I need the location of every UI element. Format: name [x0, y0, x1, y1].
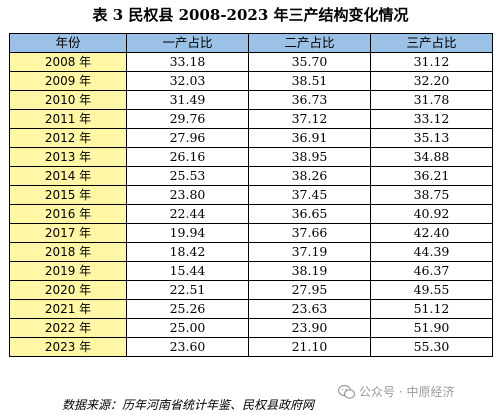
table-row: 2018 年 18.42 37.19 44.39 — [9, 242, 493, 262]
row-primary-share: 25.26 — [126, 299, 249, 319]
row-secondary-share: 36.65 — [248, 204, 371, 224]
table-row: 2020 年 22.51 27.95 49.55 — [9, 280, 493, 300]
row-year-cell: 2020 年 — [9, 280, 127, 300]
header-cell-secondary: 二产占比 — [248, 33, 371, 53]
row-secondary-share: 37.19 — [248, 242, 371, 262]
table-row: 2009 年 32.03 38.51 32.20 — [9, 71, 493, 91]
header-cell-year: 年份 — [9, 33, 127, 53]
row-tertiary-share: 35.13 — [370, 128, 493, 148]
row-tertiary-share: 42.40 — [370, 223, 493, 243]
row-tertiary-share: 44.39 — [370, 242, 493, 262]
row-primary-share: 31.49 — [126, 90, 249, 110]
row-secondary-share: 23.63 — [248, 299, 371, 319]
table-row: 2010 年 31.49 36.73 31.78 — [9, 90, 493, 110]
row-primary-share: 33.18 — [126, 52, 249, 72]
row-primary-share: 18.42 — [126, 242, 249, 262]
row-primary-share: 23.60 — [126, 337, 249, 357]
row-year-cell: 2018 年 — [9, 242, 127, 262]
row-tertiary-share: 40.92 — [370, 204, 493, 224]
row-year-cell: 2008 年 — [9, 52, 127, 72]
row-primary-share: 23.80 — [126, 185, 249, 205]
table-header-row: 年份 一产占比 二产占比 三产占比 — [9, 33, 493, 53]
row-tertiary-share: 38.75 — [370, 185, 493, 205]
table-row: 2023 年 23.60 21.10 55.30 — [9, 337, 493, 357]
row-secondary-share: 37.66 — [248, 223, 371, 243]
table-title: 表 3 民权县 2008-2023 年三产结构变化情况 — [92, 6, 409, 24]
row-tertiary-share: 49.55 — [370, 280, 493, 300]
watermark: 公众号 · 中原经济 — [338, 383, 454, 400]
row-year-cell: 2023 年 — [9, 337, 127, 357]
row-secondary-share: 23.90 — [248, 318, 371, 338]
row-year-cell: 2013 年 — [9, 147, 127, 167]
table-row: 2017 年 19.94 37.66 42.40 — [9, 223, 493, 243]
row-tertiary-share: 31.78 — [370, 90, 493, 110]
table-row: 2016 年 22.44 36.65 40.92 — [9, 204, 493, 224]
row-primary-share: 22.44 — [126, 204, 249, 224]
row-secondary-share: 37.45 — [248, 185, 371, 205]
watermark-text: 公众号 · 中原经济 — [359, 385, 455, 399]
row-primary-share: 15.44 — [126, 261, 249, 281]
table-row: 2014 年 25.53 38.26 36.21 — [9, 166, 493, 186]
row-primary-share: 26.16 — [126, 147, 249, 167]
row-secondary-share: 38.51 — [248, 71, 371, 91]
wechat-icon — [338, 384, 355, 399]
row-tertiary-share: 33.12 — [370, 109, 493, 129]
row-tertiary-share: 46.37 — [370, 261, 493, 281]
table-row: 2015 年 23.80 37.45 38.75 — [9, 185, 493, 205]
row-tertiary-share: 55.30 — [370, 337, 493, 357]
row-primary-share: 19.94 — [126, 223, 249, 243]
row-year-cell: 2022 年 — [9, 318, 127, 338]
row-secondary-share: 38.19 — [248, 261, 371, 281]
data-table: 年份 一产占比 二产占比 三产占比 2008 年 33.18 35.70 31.12 2… — [9, 33, 493, 357]
row-secondary-share: 35.70 — [248, 52, 371, 72]
row-secondary-share: 36.91 — [248, 128, 371, 148]
row-tertiary-share: 32.20 — [370, 71, 493, 91]
row-tertiary-share: 36.21 — [370, 166, 493, 186]
header-cell-primary: 一产占比 — [126, 33, 249, 53]
row-tertiary-share: 51.12 — [370, 299, 493, 319]
row-secondary-share: 38.26 — [248, 166, 371, 186]
row-year-cell: 2016 年 — [9, 204, 127, 224]
row-year-cell: 2014 年 — [9, 166, 127, 186]
row-primary-share: 27.96 — [126, 128, 249, 148]
row-year-cell: 2015 年 — [9, 185, 127, 205]
row-year-cell: 2009 年 — [9, 71, 127, 91]
row-primary-share: 32.03 — [126, 71, 249, 91]
table-row: 2021 年 25.26 23.63 51.12 — [9, 299, 493, 319]
row-year-cell: 2017 年 — [9, 223, 127, 243]
row-tertiary-share: 34.88 — [370, 147, 493, 167]
row-primary-share: 25.00 — [126, 318, 249, 338]
row-year-cell: 2021 年 — [9, 299, 127, 319]
table-row: 2013 年 26.16 38.95 34.88 — [9, 147, 493, 167]
header-cell-tertiary: 三产占比 — [370, 33, 493, 53]
row-year-cell: 2011 年 — [9, 109, 127, 129]
row-year-cell: 2012 年 — [9, 128, 127, 148]
row-secondary-share: 27.95 — [248, 280, 371, 300]
row-secondary-share: 37.12 — [248, 109, 371, 129]
table-row: 2008 年 33.18 35.70 31.12 — [9, 52, 493, 72]
row-primary-share: 29.76 — [126, 109, 249, 129]
row-year-cell: 2019 年 — [9, 261, 127, 281]
table-row: 2019 年 15.44 38.19 46.37 — [9, 261, 493, 281]
row-secondary-share: 38.95 — [248, 147, 371, 167]
table-row: 2022 年 25.00 23.90 51.90 — [9, 318, 493, 338]
row-year-cell: 2010 年 — [9, 90, 127, 110]
row-tertiary-share: 51.90 — [370, 318, 493, 338]
table-row: 2012 年 27.96 36.91 35.13 — [9, 128, 493, 148]
row-secondary-share: 21.10 — [248, 337, 371, 357]
data-source-note: 数据来源：历年河南省统计年鉴、民权县政府网 — [62, 398, 315, 412]
row-tertiary-share: 31.12 — [370, 52, 493, 72]
row-secondary-share: 36.73 — [248, 90, 371, 110]
table-row: 2011 年 29.76 37.12 33.12 — [9, 109, 493, 129]
row-primary-share: 22.51 — [126, 280, 249, 300]
row-primary-share: 25.53 — [126, 166, 249, 186]
